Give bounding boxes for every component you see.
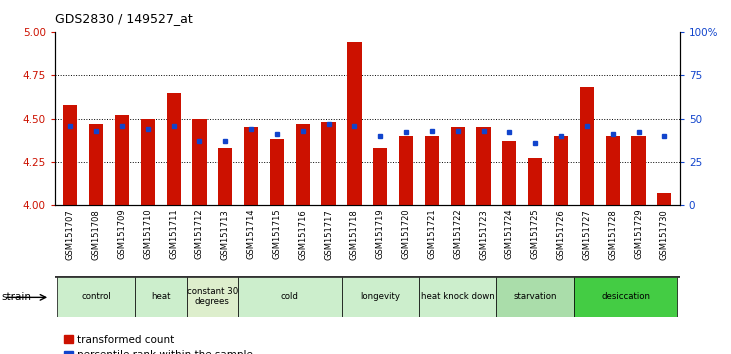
Text: GSM151723: GSM151723	[479, 209, 488, 259]
Text: GDS2830 / 149527_at: GDS2830 / 149527_at	[55, 12, 192, 25]
Bar	[322, 122, 336, 205]
Text: GSM151715: GSM151715	[273, 209, 281, 259]
Legend: transformed count, percentile rank within the sample: transformed count, percentile rank withi…	[60, 331, 257, 354]
Text: GSM151720: GSM151720	[401, 209, 411, 259]
Bar	[244, 127, 258, 205]
Text: GSM151718: GSM151718	[350, 209, 359, 259]
Text: GSM151722: GSM151722	[453, 209, 462, 259]
FancyBboxPatch shape	[135, 276, 186, 317]
Text: GSM151719: GSM151719	[376, 209, 385, 259]
Text: GSM151724: GSM151724	[505, 209, 514, 259]
Bar	[657, 193, 672, 205]
Bar	[295, 124, 310, 205]
Text: strain: strain	[1, 292, 31, 302]
Text: GSM151717: GSM151717	[324, 209, 333, 259]
Text: GSM151710: GSM151710	[143, 209, 152, 259]
Text: GSM151730: GSM151730	[660, 209, 669, 259]
FancyBboxPatch shape	[341, 276, 419, 317]
Text: GSM151728: GSM151728	[608, 209, 617, 259]
Bar	[399, 136, 413, 205]
Text: cold: cold	[281, 292, 299, 301]
Bar	[373, 148, 387, 205]
Text: GSM151707: GSM151707	[66, 209, 75, 259]
Bar	[580, 87, 594, 205]
Text: GSM151721: GSM151721	[428, 209, 436, 259]
Bar	[63, 105, 77, 205]
Bar	[115, 115, 129, 205]
Text: GSM151712: GSM151712	[195, 209, 204, 259]
FancyBboxPatch shape	[496, 276, 574, 317]
Text: GSM151713: GSM151713	[221, 209, 230, 259]
FancyBboxPatch shape	[574, 276, 677, 317]
Text: GSM151727: GSM151727	[583, 209, 591, 259]
FancyBboxPatch shape	[186, 276, 238, 317]
Text: desiccation: desiccation	[601, 292, 650, 301]
Text: GSM151726: GSM151726	[556, 209, 566, 259]
Text: heat knock down: heat knock down	[421, 292, 495, 301]
Text: GSM151708: GSM151708	[91, 209, 101, 259]
Text: GSM151709: GSM151709	[118, 209, 126, 259]
Bar	[140, 119, 155, 205]
Bar	[632, 136, 645, 205]
Bar	[605, 136, 620, 205]
Text: GSM151711: GSM151711	[169, 209, 178, 259]
Bar	[167, 92, 181, 205]
Bar	[347, 42, 362, 205]
Bar	[425, 136, 439, 205]
Bar	[477, 127, 491, 205]
Text: starvation: starvation	[513, 292, 557, 301]
Bar	[502, 141, 517, 205]
Bar	[528, 159, 542, 205]
Text: GSM151729: GSM151729	[634, 209, 643, 259]
Text: GSM151716: GSM151716	[298, 209, 307, 259]
FancyBboxPatch shape	[58, 276, 135, 317]
Bar	[192, 119, 207, 205]
Text: control: control	[81, 292, 111, 301]
Text: constant 30
degrees: constant 30 degrees	[186, 287, 238, 306]
Text: longevity: longevity	[360, 292, 401, 301]
Text: heat: heat	[151, 292, 170, 301]
Bar	[89, 124, 103, 205]
Bar	[218, 148, 232, 205]
Bar	[450, 127, 465, 205]
Bar	[554, 136, 568, 205]
FancyBboxPatch shape	[419, 276, 496, 317]
Text: GSM151714: GSM151714	[246, 209, 256, 259]
Text: GSM151725: GSM151725	[531, 209, 539, 259]
FancyBboxPatch shape	[238, 276, 341, 317]
Bar	[270, 139, 284, 205]
